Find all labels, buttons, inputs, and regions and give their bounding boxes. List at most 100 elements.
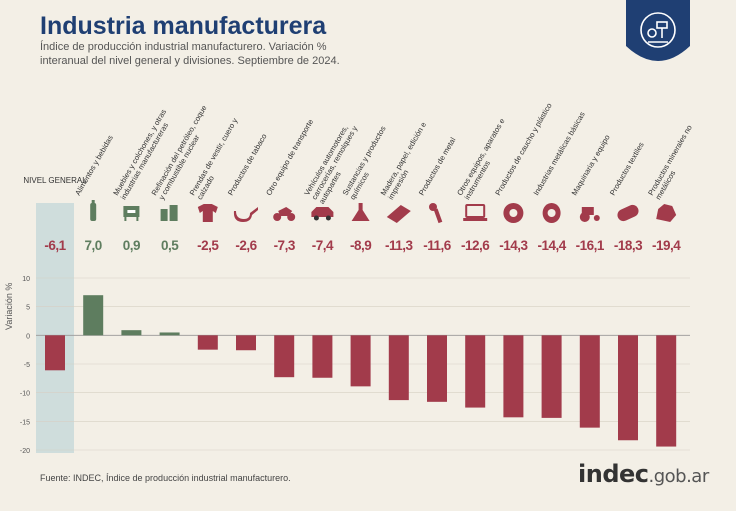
metal-inner [547,209,556,217]
tractor-icon [579,207,600,222]
tank-shape [169,205,178,221]
category-label-line: Alimentos y bebidas [73,133,115,197]
source-note: Fuente: INDEC, Índice de producción indu… [40,473,291,483]
bar [656,335,677,447]
y-tick-label: -10 [20,391,30,398]
furniture-icon [123,206,140,221]
car-body [311,207,334,217]
value-label: -2,6 [235,238,257,253]
value-label: -14,3 [499,238,528,253]
bar [350,335,371,387]
bar [274,335,295,378]
bar [503,335,524,418]
value-label: 0,5 [161,238,179,253]
bar [312,335,333,378]
category-label: Productos textiles [608,140,646,197]
car-icon [311,207,334,221]
metal-icon [542,203,561,223]
y-tick-label: -15 [20,419,30,426]
category-label: Productos de metal [417,136,458,197]
value-label: 7,0 [85,238,102,253]
highlight-band [36,203,74,453]
bar [579,335,600,428]
bar [236,335,256,351]
bar [83,295,104,336]
bar [618,335,638,441]
tractor-wheel [579,212,590,222]
bar [541,335,562,418]
value-label: -19,4 [652,238,681,253]
wheel-shape [287,213,296,221]
mineral-icon [656,204,677,222]
flask-icon [351,203,370,221]
y-axis-title: Variación % [4,282,14,330]
wrench-icon [429,203,443,224]
category-label: Productos de tabaco [226,132,269,197]
y-tick-label: 5 [26,305,30,312]
wrench-head [429,203,437,211]
bar [197,335,218,350]
mineral-shape [656,204,677,222]
car-wheel [325,215,331,221]
category-label-line: Productos de tabaco [226,132,269,197]
shirt-shape [197,204,218,222]
bar [427,335,447,402]
refinery-icon [160,205,178,221]
bar [45,335,65,371]
value-label: -11,3 [385,238,414,253]
tire-icon [503,203,524,223]
value-label: -2,5 [197,238,219,253]
y-tick-label: -5 [24,362,30,369]
y-tick-label: 0 [26,333,30,340]
page-title: Industria manufacturera [40,12,327,40]
brand-logo: indec.gob.ar [578,460,709,488]
value-label: -7,3 [274,238,296,253]
brand-main: indec [578,460,649,488]
brand-suffix: .gob.ar [648,466,710,487]
tractor-body [581,207,594,215]
category-label: Maquinaria y equipo [570,133,612,197]
bar [159,332,180,336]
category-label: Alimentos y bebidas [73,133,115,197]
category-label-line: Maquinaria y equipo [570,133,612,197]
cabinet-drawer [127,210,136,213]
value-label: -12,6 [461,238,490,253]
category-label: NIVEL GENERAL [23,176,87,185]
y-tick-label: -20 [20,448,30,455]
y-tick-label: 10 [22,276,30,283]
car-wheel [313,215,319,221]
value-label: -18,3 [614,238,643,253]
pipe-icon [233,207,258,222]
tank-shape [160,209,168,221]
roll-shape [617,204,639,222]
body-shape [278,207,293,216]
bar [465,335,486,408]
bar [388,335,409,401]
value-label: -6,1 [44,238,66,253]
laptop-base [463,218,488,221]
bottle-neck [91,200,95,204]
bottle-shape [90,203,97,221]
laptop-icon [463,204,488,221]
category-label-line: Productos de metal [417,136,458,197]
flask-shape [351,203,370,221]
paper-icon [386,205,411,223]
value-label: -14,4 [537,238,566,253]
wrench-handle [433,208,443,224]
bar [121,330,142,336]
value-label: -7,4 [312,238,334,253]
shirt-icon [197,204,218,222]
tractor-wheel [593,215,600,221]
motorcycle-icon [273,207,296,221]
category-label: Productos minerales nometálicos [646,123,701,201]
wheel-shape [273,213,282,221]
bottle-icon [90,200,97,221]
value-label: -11,6 [423,238,452,253]
textile-roll-icon [617,204,639,222]
cabinet-leg [136,217,139,221]
paper-shape [386,205,411,223]
laptop-screen [465,204,486,218]
page-subtitle: Índice de producción industrial manufact… [40,41,340,67]
value-label: 0,9 [123,238,140,253]
